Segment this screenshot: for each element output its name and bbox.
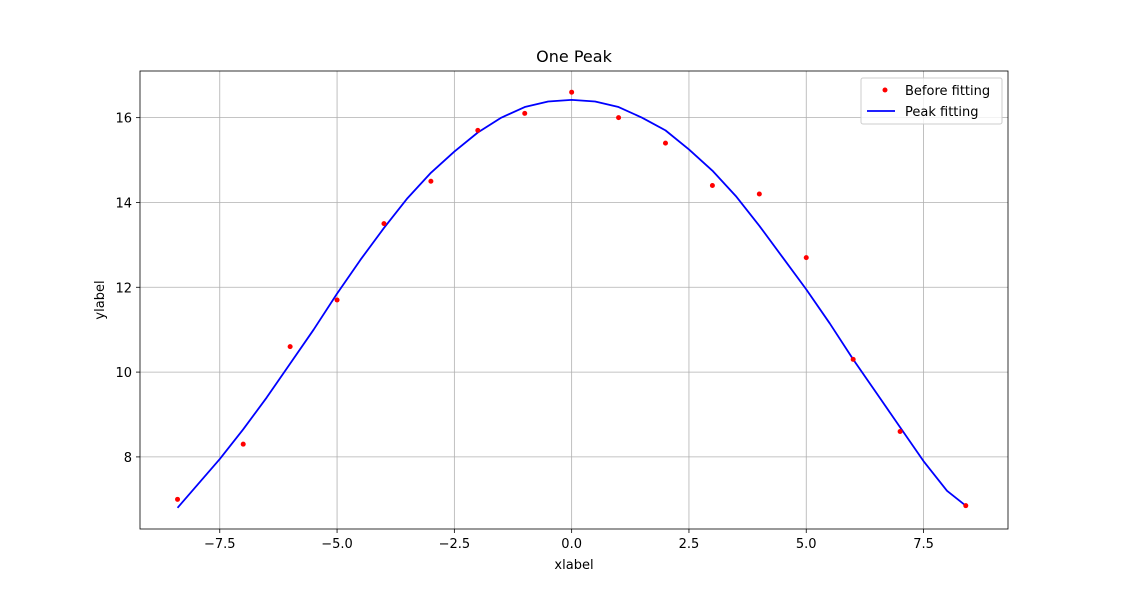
legend-box: [860, 77, 1003, 125]
legend-marker-before-fitting: [882, 87, 888, 93]
legend: Before fitting Peak fitting: [860, 77, 1003, 125]
data-point: [662, 140, 668, 146]
data-point: [756, 191, 762, 197]
chart-title: One Peak: [536, 47, 612, 66]
data-point: [850, 356, 856, 362]
data-point: [897, 428, 903, 434]
x-tick-label: −5.0: [321, 537, 353, 552]
data-point: [287, 344, 293, 350]
data-point: [616, 115, 622, 121]
plot-frame: [139, 70, 1009, 530]
y-tick-label: 12: [115, 281, 132, 296]
ticks: −7.5 −5.0 −2.5 0.0 2.5 5.0 7.5 8 10 12 14 16: [115, 112, 933, 552]
data-point: [381, 221, 387, 227]
x-tick-label: 0.0: [561, 537, 582, 552]
y-tick-label: 14: [115, 196, 132, 211]
y-tick-label: 10: [115, 366, 132, 381]
x-tick-label: −2.5: [439, 537, 471, 552]
data-point: [522, 110, 528, 116]
data-point: [569, 89, 575, 95]
fit-line-layer: [176, 98, 967, 509]
y-axis-label: ylabel: [93, 280, 108, 319]
data-point: [240, 441, 246, 447]
y-tick-label: 8: [124, 451, 132, 466]
legend-label-before-fitting: Before fitting: [905, 84, 990, 99]
x-tick-label: 2.5: [679, 537, 700, 552]
data-point: [963, 503, 969, 509]
data-point: [175, 496, 181, 502]
grid: [140, 71, 1008, 529]
data-point: [334, 297, 340, 303]
x-tick-label: −7.5: [204, 537, 236, 552]
data-point: [475, 127, 481, 133]
data-point: [803, 255, 809, 261]
data-point: [709, 183, 715, 188]
x-axis-label: xlabel: [554, 558, 593, 573]
scatter-points-layer: [175, 89, 969, 509]
x-tick-label: 7.5: [913, 537, 934, 552]
legend-label-peak-fitting: Peak fitting: [905, 105, 979, 120]
peak-fitting-line: [176, 98, 967, 509]
data-point: [428, 178, 434, 184]
x-tick-label: 5.0: [796, 537, 817, 552]
y-tick-label: 16: [115, 112, 132, 127]
